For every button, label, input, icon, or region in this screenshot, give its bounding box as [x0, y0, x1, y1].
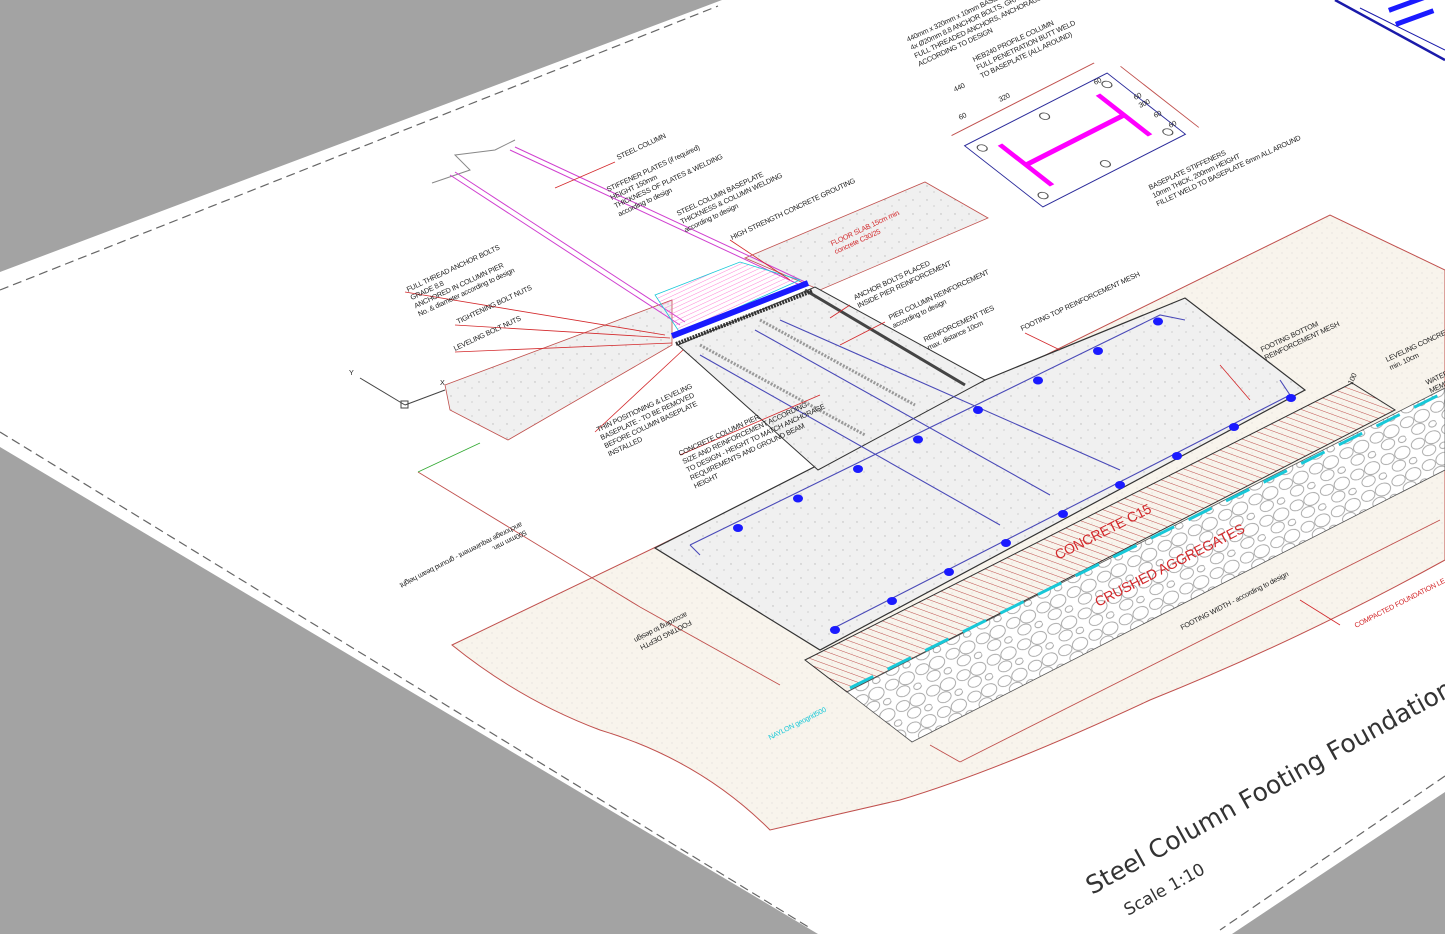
rebar-dot	[1229, 423, 1239, 431]
title-block	[1334, 0, 1445, 62]
rebar-dot	[793, 494, 803, 503]
leveling-plate	[675, 289, 813, 346]
rebar-dot	[1033, 376, 1043, 385]
sheet-border-dashed	[0, 5, 719, 291]
leader-lines	[404, 161, 1341, 626]
rebar-dot	[1093, 347, 1103, 355]
steel-column	[431, 139, 806, 326]
rebar-cage	[689, 314, 1291, 631]
rebar-dot	[913, 435, 923, 444]
rebar-dot	[1058, 510, 1068, 518]
grout	[654, 261, 802, 334]
baseplate-plan-view	[951, 62, 1200, 208]
geogrid-membrane	[849, 390, 1445, 690]
rebar-dots	[733, 317, 1296, 634]
rebar-dot	[1001, 539, 1011, 547]
axis-y-label: Y	[349, 368, 354, 377]
sheet-border-dashed-right	[1219, 775, 1445, 931]
plan-dimension-value: 300	[1137, 97, 1151, 110]
rebar-dot	[1286, 394, 1296, 402]
rebar-dot	[733, 524, 743, 532]
sheet-border-dashed-bottom	[0, 431, 811, 929]
crushed-aggregates-layer	[846, 387, 1445, 743]
rebar-dot	[1172, 452, 1182, 460]
rebar-dot	[853, 465, 863, 473]
plan-dimension-value: 60	[1132, 90, 1143, 101]
plan-dimension-value: 60	[1092, 75, 1103, 86]
rebar-dot	[1153, 317, 1163, 326]
axis-x-label: X	[440, 378, 445, 387]
label-line: 100	[1346, 372, 1359, 386]
rebar-dot	[944, 568, 954, 576]
rebar-dot	[973, 406, 983, 414]
plan-dimension-value: 320	[997, 91, 1011, 104]
axis-indicator	[359, 377, 446, 409]
rebar-dot	[830, 626, 840, 634]
rebar-dot	[887, 597, 897, 605]
plan-dimension-value: 60	[957, 110, 968, 121]
leveling-concrete-layer	[804, 382, 1397, 693]
baseplate	[670, 280, 810, 339]
plan-dimension-value: 60	[1152, 108, 1163, 119]
label-leveling-dim: 100	[1346, 372, 1359, 386]
rebar-dot	[1115, 481, 1125, 489]
dimension-lines	[417, 442, 1441, 763]
plan-dimension-value: 60	[1167, 118, 1178, 129]
pier-ties	[699, 318, 916, 437]
plan-dimension-value: 440	[952, 81, 966, 94]
anchor-bolt	[804, 288, 966, 387]
